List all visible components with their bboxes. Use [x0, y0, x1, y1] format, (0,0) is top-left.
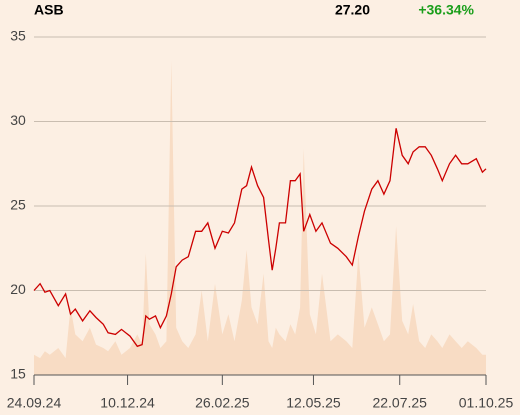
- change: +36.34%: [418, 2, 474, 18]
- x-tick-label: 22.07.25: [372, 395, 427, 411]
- x-tick-label: 24.09.24: [7, 395, 62, 411]
- y-tick-label: 20: [10, 281, 26, 297]
- x-tick-label: 01.10.25: [459, 395, 514, 411]
- x-tick-label: 12.05.25: [286, 395, 341, 411]
- y-tick-label: 30: [10, 112, 26, 128]
- price-line: [33, 128, 487, 348]
- y-tick-label: 15: [10, 366, 26, 382]
- last-price: 27.20: [335, 2, 370, 18]
- y-tick-label: 35: [10, 28, 26, 44]
- y-tick-label: 25: [10, 197, 26, 213]
- x-tick-label: 10.12.24: [100, 395, 155, 411]
- ticker: ASB: [34, 2, 64, 18]
- volume-area: [34, 60, 486, 375]
- x-tick-label: 26.02.25: [195, 395, 250, 411]
